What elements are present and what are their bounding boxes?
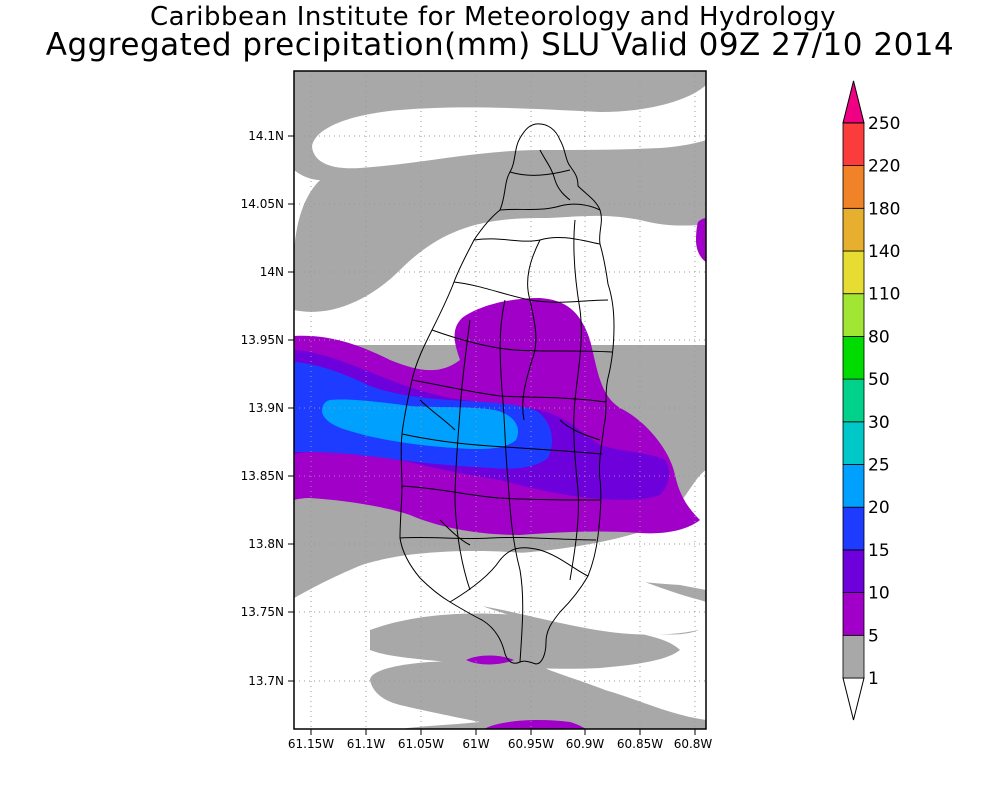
lat-label: 13.8N	[248, 537, 284, 551]
lon-label: 61.05W	[398, 737, 444, 751]
lat-label: 13.85N	[241, 469, 284, 483]
lat-label: 13.75N	[241, 605, 284, 619]
lat-label: 14.05N	[241, 197, 284, 211]
precip-band-below-1	[294, 170, 706, 635]
plot-frame	[293, 70, 707, 730]
lon-label: 60.8W	[674, 737, 713, 751]
lat-label: 14N	[260, 265, 284, 279]
institute-title: Caribbean Institute for Meteorology and …	[150, 2, 836, 32]
precip-band-20-25	[322, 399, 519, 450]
lon-tick-labels: 61.15W 61.1W 61.05W 61W 60.95W 60.9W 60.…	[288, 737, 713, 751]
lon-label: 60.85W	[617, 737, 663, 751]
lat-label: 14.1N	[248, 129, 284, 143]
lon-label: 61W	[462, 737, 489, 751]
lat-label: 13.9N	[248, 401, 284, 415]
island-outline	[399, 123, 615, 665]
lon-label: 60.95W	[508, 737, 554, 751]
lon-label: 60.9W	[566, 737, 605, 751]
lon-tick-marks	[310, 729, 696, 735]
lon-label: 61.15W	[288, 737, 334, 751]
precip-fill-layer	[294, 71, 706, 729]
lat-label: 13.7N	[248, 674, 284, 688]
lat-tick-marks	[288, 135, 294, 682]
lon-label: 61.1W	[347, 737, 386, 751]
lat-tick-labels: 14.1N 14.05N 14N 13.95N 13.9N 13.85N 13.…	[241, 129, 284, 688]
lat-label: 13.95N	[241, 333, 284, 347]
map-title: Aggregated precipitation(mm) SLU Valid 0…	[45, 27, 955, 63]
